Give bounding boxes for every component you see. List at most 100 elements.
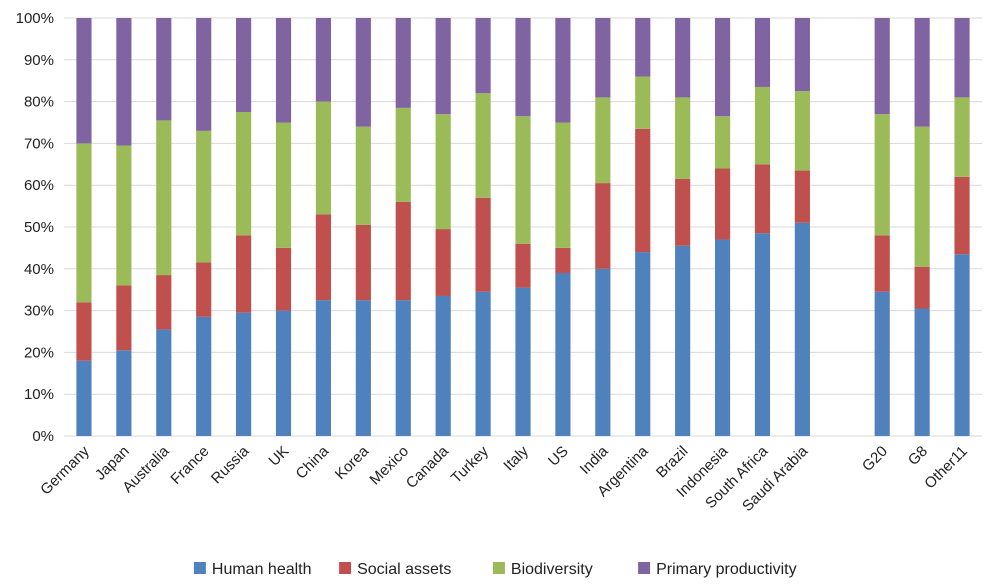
bar-segment [714,168,731,240]
bar-segment [76,18,92,144]
bar-segment [794,222,810,436]
bar-segment [874,18,890,115]
x-tick-label: G20 [859,443,891,475]
bar-segment [116,285,132,351]
legend-swatch [638,562,651,574]
legend-label: Biodiversity [511,561,593,578]
bar-segment [954,254,970,436]
x-tick-label: Other11 [921,443,971,493]
bar-segment [315,18,332,102]
bar-segment [475,197,491,292]
x-tick-label: Canada [403,442,453,492]
bar-segment [914,126,930,267]
bar-segment [196,18,212,131]
bar-segment [395,107,411,202]
bar-segment [76,360,92,436]
y-axis-tick-labels: 0% 10% 20% 30% 40% 50% 60% 70% 80% 90% 100% [16,10,54,445]
bar-segment [475,291,491,436]
bar-segment [914,266,930,309]
bar-segment [275,18,292,123]
legend-label: Primary productivity [656,561,796,578]
x-tick-label: China [293,442,333,482]
bar-segment [714,116,731,169]
bar-segment [794,170,810,223]
y-tick-label: 20% [24,344,54,361]
bar-segment [236,235,252,313]
bar-segment [515,18,531,117]
bar-segment [754,86,771,165]
bar-segment [635,252,651,436]
legend: Human health Social assets Biodiversity Pri… [193,561,797,578]
y-tick-label: 0% [32,428,54,445]
bar-segment [196,316,212,436]
x-tick-label: UK [266,443,293,470]
x-tick-label: Italy [500,442,532,474]
bar-segment [754,233,771,436]
bar-series [76,18,970,436]
bar-segment [156,18,172,121]
y-tick-label: 30% [24,303,54,320]
bar-segment [515,287,531,436]
bar-segment [355,224,371,301]
y-tick-label: 80% [24,94,54,111]
legend-swatch [339,562,352,574]
bar-segment [794,18,810,92]
y-tick-label: 70% [24,135,54,152]
bar-segment [76,143,92,303]
bar-segment [355,126,371,225]
bar-segment [236,312,252,436]
bar-segment [435,18,451,115]
bar-segment [675,178,691,246]
bar-segment [555,18,571,123]
bar-segment [196,130,212,263]
bar-segment [355,18,371,127]
legend-swatch [492,562,505,574]
bar-segment [236,112,252,236]
bar-segment [595,18,611,98]
y-tick-label: 90% [24,52,54,69]
bar-segment [954,176,970,255]
bar-segment [714,18,731,117]
x-tick-label: G8 [905,443,931,469]
x-tick-label: US [545,443,572,470]
bar-segment [555,272,571,436]
bar-segment [156,275,172,330]
bar-segment [635,76,651,129]
bar-segment [754,164,771,234]
bar-segment [395,18,411,108]
x-tick-label: Germany [37,442,93,498]
bar-segment [595,183,611,269]
bar-segment [236,18,252,113]
bar-segment [156,120,172,276]
y-tick-label: 50% [24,219,54,236]
bar-segment [714,239,731,436]
bar-segment [874,235,890,292]
x-tick-label: France [167,443,212,488]
bar-segment [435,229,451,296]
bar-segment [315,300,332,436]
bar-segment [515,243,531,288]
bar-segment [116,350,132,436]
bar-segment [315,101,332,215]
bar-segment [475,93,491,198]
bar-segment [435,114,451,230]
bar-segment [275,310,292,436]
bar-segment [555,122,571,248]
legend-label: Human health [212,561,312,578]
bar-segment [954,97,970,177]
bar-segment [116,18,132,146]
bar-segment [395,300,411,436]
y-tick-label: 100% [16,10,54,27]
bar-segment [76,302,92,361]
bar-segment [914,308,930,436]
y-tick-label: 40% [24,261,54,278]
bar-segment [116,145,132,286]
bar-segment [196,262,212,317]
bar-segment [595,97,611,184]
bar-segment [435,295,451,436]
bar-segment [635,128,651,253]
x-tick-label: Russia [208,442,253,487]
bar-segment [874,291,890,436]
bar-segment [675,245,691,436]
